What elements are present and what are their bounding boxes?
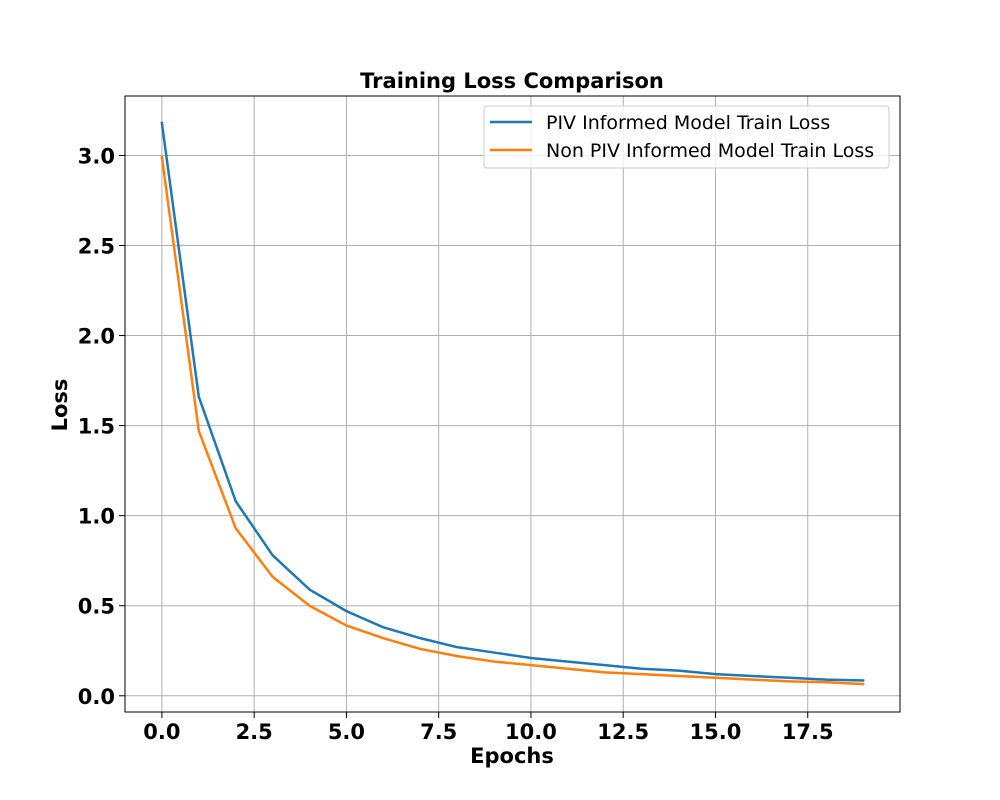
x-tick-label: 7.5 xyxy=(420,720,457,744)
x-tick-label: 17.5 xyxy=(782,720,834,744)
series-line-0 xyxy=(160,121,865,682)
legend-label-non-piv: Non PIV Informed Model Train Loss xyxy=(546,140,874,162)
x-tick-label: 5.0 xyxy=(328,720,365,744)
series-line-1 xyxy=(160,155,865,686)
legend-box xyxy=(483,105,890,169)
legend: PIV Informed Model Train Loss Non PIV In… xyxy=(483,105,890,169)
x-axis-label: Epochs xyxy=(470,744,554,768)
x-tick-label: 10.0 xyxy=(505,720,557,744)
y-tick-label: 1.0 xyxy=(78,505,115,529)
y-tick-label: 1.5 xyxy=(78,415,115,439)
plot-frame xyxy=(124,95,901,713)
y-tick-label: 0.5 xyxy=(78,595,115,619)
y-tick-label: 2.0 xyxy=(78,325,115,349)
x-tick-label: 0.0 xyxy=(143,720,180,744)
y-tick-label: 0.0 xyxy=(78,685,115,709)
x-tick-label: 12.5 xyxy=(597,720,649,744)
legend-label-piv: PIV Informed Model Train Loss xyxy=(546,112,830,134)
y-axis-label: Loss xyxy=(48,379,72,432)
series-lines xyxy=(160,121,865,686)
axis-ticks xyxy=(119,154,809,718)
y-tick-label: 2.5 xyxy=(78,234,115,258)
grid-lines xyxy=(125,96,900,712)
y-tick-label: 3.0 xyxy=(78,144,115,168)
x-tick-label: 2.5 xyxy=(236,720,273,744)
chart-title: Training Loss Comparison xyxy=(360,69,664,93)
x-tick-label: 15.0 xyxy=(690,720,742,744)
